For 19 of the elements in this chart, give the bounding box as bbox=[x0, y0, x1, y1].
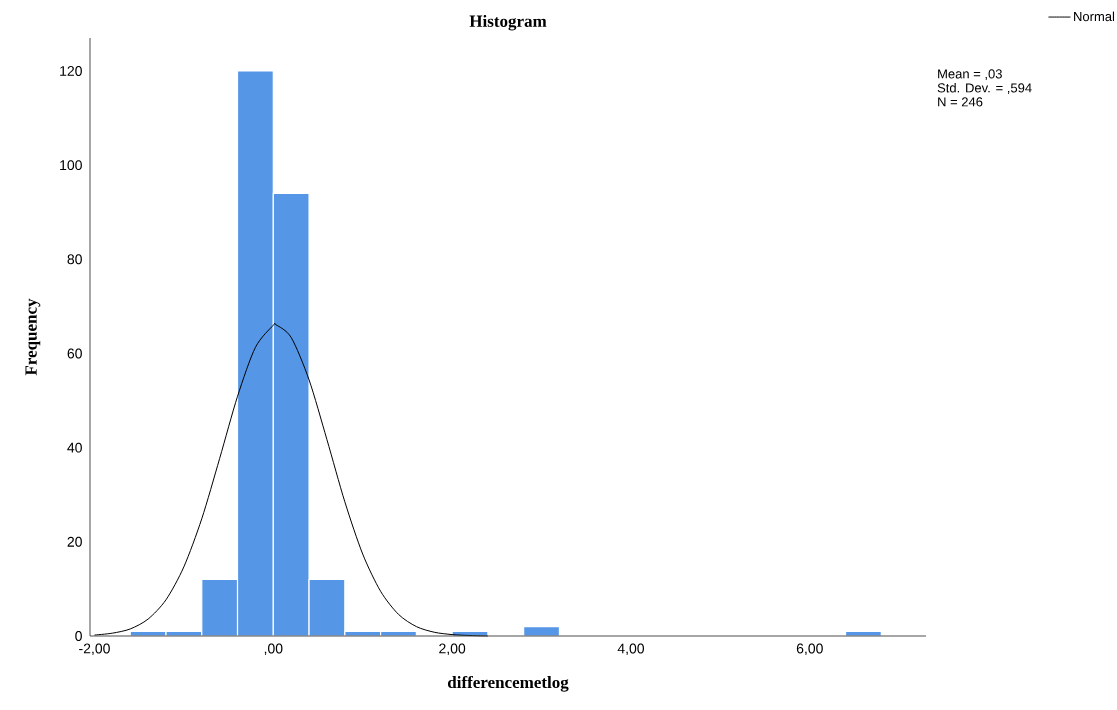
x-tick-label: 2,00 bbox=[439, 643, 466, 656]
chart-title: Histogram bbox=[469, 14, 547, 31]
y-tick-label: 40 bbox=[67, 442, 82, 453]
y-tick-label: 120 bbox=[60, 65, 82, 76]
y-axis-title: Frequency bbox=[25, 298, 41, 376]
x-tick-label: ,00 bbox=[264, 643, 283, 656]
text: Std. Dev. = ,594 bbox=[937, 82, 1032, 95]
x-tick-label: 6,00 bbox=[796, 643, 823, 656]
y-tick-label: 0 bbox=[75, 631, 82, 641]
x-tick-label: -2,00 bbox=[79, 643, 110, 656]
legend-label: Normal bbox=[1074, 11, 1115, 22]
y-tick-label: 60 bbox=[67, 348, 82, 359]
x-tick-label: 4,00 bbox=[617, 643, 645, 656]
text: Mean = ,03 bbox=[938, 69, 1002, 81]
x-axis-title: differencemetlog bbox=[447, 675, 569, 692]
y-tick-label: 20 bbox=[67, 536, 82, 547]
y-tick-label: 100 bbox=[60, 160, 82, 171]
text: N = 246 bbox=[938, 97, 983, 107]
y-tick-label: 80 bbox=[67, 254, 82, 265]
